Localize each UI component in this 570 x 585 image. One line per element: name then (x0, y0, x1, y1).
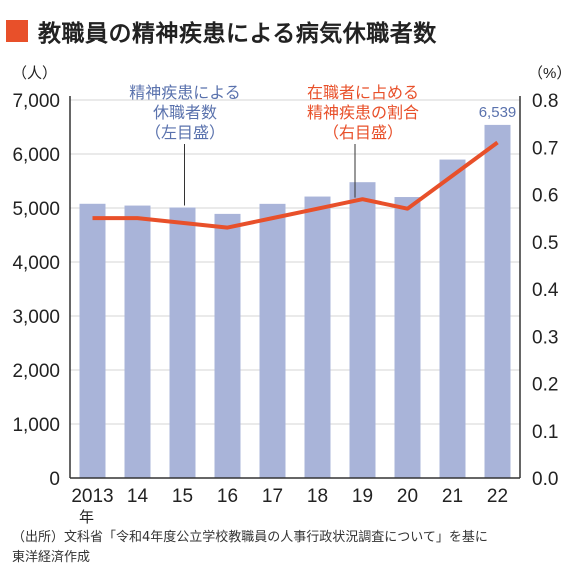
left-tick-label: 0 (49, 469, 60, 490)
x-tick-label: 18 (307, 486, 328, 507)
right-tick-label: 0.8 (532, 91, 558, 112)
right-tick-label: 0.5 (532, 233, 558, 254)
right-tick-label: 0.7 (532, 138, 558, 159)
x-tick-label: 19 (352, 486, 373, 507)
right-annotation-text: （右目盛） (323, 124, 403, 142)
bar (439, 159, 466, 478)
left-tick-label: 7,000 (12, 91, 60, 112)
bar (169, 207, 196, 478)
x-tick-label: 2013 (71, 486, 113, 507)
left-tick-label: 1,000 (12, 415, 60, 436)
left-annotation-text: 精神疾患による (129, 84, 241, 102)
bar (349, 182, 376, 479)
bar (79, 203, 106, 478)
right-tick-label: 0.2 (532, 375, 558, 396)
bar-data-label: 6,539 (479, 104, 517, 121)
right-tick-label: 0.6 (532, 186, 558, 207)
left-tick-label: 4,000 (12, 253, 60, 274)
x-tick-label: 21 (442, 486, 463, 507)
source-note: （出所）文科省「令和4年度公立学校教職員の人事行政状況調査について」を基に 東洋… (12, 528, 488, 568)
x-tick-label: 15 (172, 486, 193, 507)
left-tick-label: 2,000 (12, 361, 60, 382)
left-tick-label: 6,000 (12, 145, 60, 166)
left-tick-label: 5,000 (12, 199, 60, 220)
right-tick-label: 0.3 (532, 327, 558, 348)
bar (124, 205, 151, 478)
ratio-line (92, 140, 499, 230)
chart-area: 0 1,000 2,000 3,000 4,000 5,000 6,000 7,000 0.0 0… (12, 65, 570, 526)
bar (484, 124, 511, 479)
x-tick-label: 14 (127, 486, 149, 507)
left-annotation-text: （左目盛） (145, 124, 225, 142)
x-year-suffix: 年 (79, 509, 94, 526)
source-line-1: （出所）文科省「令和4年度公立学校教職員の人事行政状況調査について」を基に (12, 530, 488, 545)
x-tick-label: 22 (487, 486, 508, 507)
left-tick-label: 3,000 (12, 307, 60, 328)
chart-header: 教職員の精神疾患による病気休職者数 (6, 14, 437, 48)
bar (214, 213, 241, 479)
right-annotation-text: 精神疾患の割合 (307, 104, 419, 122)
right-annotation-text: 在職者に占める (307, 84, 419, 102)
left-annotation-text: 休職者数 (153, 104, 217, 122)
bar (394, 197, 421, 478)
right-axis-unit: （%） (528, 65, 570, 82)
right-tick-label: 0.4 (532, 280, 559, 301)
x-tick-label: 20 (397, 486, 418, 507)
left-axis-unit: （人） (12, 65, 57, 82)
title-marker (6, 20, 28, 42)
x-tick-label: 16 (217, 486, 238, 507)
x-tick-label: 17 (262, 486, 283, 507)
right-tick-label: 0.0 (532, 469, 558, 490)
bar (259, 203, 286, 479)
right-tick-label: 0.1 (532, 422, 558, 443)
chart-title: 教職員の精神疾患による病気休職者数 (38, 21, 437, 47)
bar (304, 196, 331, 478)
source-line-2: 東洋経済作成 (12, 550, 91, 565)
